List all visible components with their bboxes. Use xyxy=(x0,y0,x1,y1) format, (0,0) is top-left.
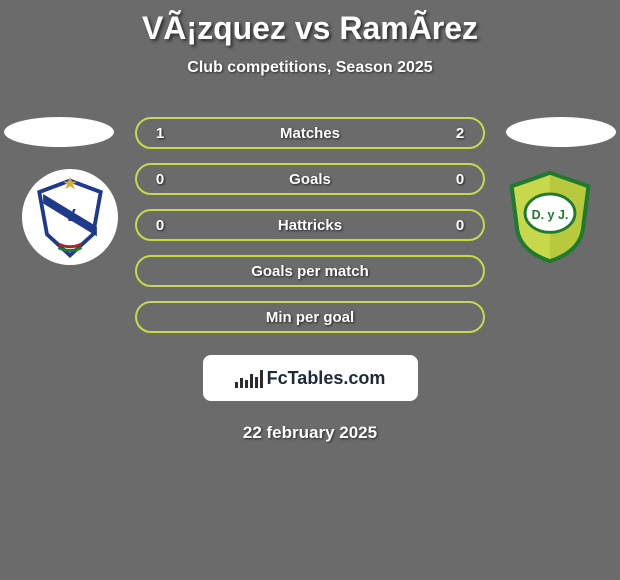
stat-row-hattricks: 0 Hattricks 0 xyxy=(135,209,485,241)
stat-left-value: 0 xyxy=(153,217,167,234)
stat-left-value: 0 xyxy=(153,171,167,188)
page-subtitle: Club competitions, Season 2025 xyxy=(0,59,620,77)
stat-right-value: 0 xyxy=(453,217,467,234)
team-crest-right: D. y J. xyxy=(502,169,598,265)
stat-label: Goals per match xyxy=(167,263,453,280)
player-ellipse-left xyxy=(4,117,114,147)
page-title: VÃ¡zquez vs RamÃ­rez xyxy=(0,0,620,47)
stat-label: Min per goal xyxy=(167,309,453,326)
stat-row-matches: 1 Matches 2 xyxy=(135,117,485,149)
stat-row-min-per-goal: Min per goal xyxy=(135,301,485,333)
stat-label: Hattricks xyxy=(167,217,453,234)
player-ellipse-right xyxy=(506,117,616,147)
comparison-panel: V D. y J. 1 Matches 2 0 Goals 0 0 Hattri… xyxy=(0,117,620,443)
stat-right-value: 0 xyxy=(453,171,467,188)
footer-date: 22 february 2025 xyxy=(0,423,620,443)
stat-label: Matches xyxy=(167,125,453,142)
shield-icon: D. y J. xyxy=(502,169,598,265)
crest-text: D. y J. xyxy=(532,208,569,222)
chart-bars-icon xyxy=(235,368,263,388)
branding-text: FcTables.com xyxy=(267,368,386,389)
stats-table: 1 Matches 2 0 Goals 0 0 Hattricks 0 Goal… xyxy=(135,117,485,333)
shield-icon: V xyxy=(22,169,118,265)
stat-row-goals: 0 Goals 0 xyxy=(135,163,485,195)
svg-text:V: V xyxy=(64,205,76,225)
team-crest-left: V xyxy=(22,169,118,265)
branding-badge: FcTables.com xyxy=(203,355,418,401)
stat-right-value: 2 xyxy=(453,125,467,142)
stat-row-goals-per-match: Goals per match xyxy=(135,255,485,287)
stat-label: Goals xyxy=(167,171,453,188)
stat-left-value: 1 xyxy=(153,125,167,142)
